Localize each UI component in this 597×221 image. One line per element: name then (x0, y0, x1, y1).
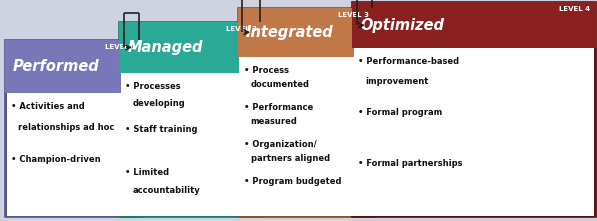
Text: Performed: Performed (13, 59, 100, 74)
Bar (239, 57, 373, 216)
Bar (238, 8, 375, 217)
Text: • Processes: • Processes (125, 82, 181, 91)
Text: • Staff training: • Staff training (125, 125, 198, 134)
Bar (238, 8, 375, 57)
Bar (352, 2, 596, 217)
Text: LEVEL 3: LEVEL 3 (338, 12, 369, 18)
Text: • Formal partnerships: • Formal partnerships (358, 159, 463, 168)
Text: accountability: accountability (133, 186, 200, 195)
Bar (119, 22, 263, 73)
Text: • Champion-driven: • Champion-driven (11, 155, 100, 164)
Bar (119, 22, 263, 217)
Bar (121, 73, 261, 216)
Text: Optimized: Optimized (361, 18, 445, 33)
Text: Managed: Managed (128, 40, 203, 55)
Text: documented: documented (251, 80, 310, 90)
Text: partners aligned: partners aligned (251, 154, 330, 164)
Text: LEVEL 1: LEVEL 1 (105, 44, 136, 50)
Bar (5, 40, 142, 93)
Text: • Organization/: • Organization/ (244, 140, 316, 149)
Text: developing: developing (133, 99, 185, 108)
Bar (7, 93, 140, 216)
Text: relationships ad hoc: relationships ad hoc (18, 123, 114, 132)
Text: • Performance-based: • Performance-based (358, 57, 459, 66)
Text: • Performance: • Performance (244, 103, 313, 112)
Text: improvement: improvement (365, 77, 429, 86)
Text: • Formal program: • Formal program (358, 108, 442, 117)
Text: Integrated: Integrated (246, 25, 334, 40)
Bar (352, 2, 596, 48)
Bar (354, 48, 594, 216)
Text: • Limited: • Limited (125, 168, 170, 177)
Text: LEVEL 4: LEVEL 4 (559, 6, 590, 12)
Bar (5, 40, 142, 217)
Text: LEVEL 2: LEVEL 2 (226, 26, 257, 32)
Text: measured: measured (251, 117, 298, 126)
Text: • Activities and: • Activities and (11, 102, 85, 111)
Text: • Process: • Process (244, 66, 288, 75)
Text: • Program budgeted: • Program budgeted (244, 177, 341, 186)
